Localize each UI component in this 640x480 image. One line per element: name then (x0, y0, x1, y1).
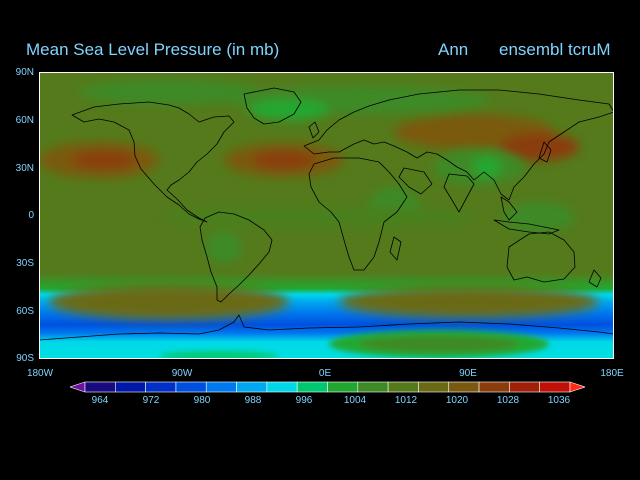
colorbar-swatch (145, 381, 177, 393)
coast-australia (506, 231, 576, 283)
colorbar-label: 972 (142, 395, 160, 406)
coast-new-zealand (588, 269, 602, 288)
colorbar-label: 1028 (496, 395, 520, 406)
colorbar-swatch (387, 381, 419, 393)
coast-north-america (71, 101, 235, 223)
colorbar-swatch (266, 381, 298, 393)
map-frame (39, 72, 614, 359)
colorbar (70, 381, 585, 393)
colorbar-swatch (84, 381, 116, 393)
coast-india (443, 173, 475, 213)
coast-japan (538, 141, 552, 163)
model-label: ensembl tcruM (499, 40, 611, 59)
coastlines (39, 87, 614, 341)
pressure-lows (79, 80, 574, 263)
colorbar-swatch (236, 381, 268, 393)
colorbar-swatch (478, 381, 510, 393)
lon-label-0e: 0E (318, 368, 332, 379)
coast-antarctica (39, 314, 614, 341)
coast-indonesia (493, 219, 560, 235)
colorbar-swatch (327, 381, 359, 393)
colorbar-label: 1020 (445, 395, 469, 406)
colorbar-swatch (539, 381, 571, 393)
colorbar-label: 988 (244, 395, 262, 406)
lat-label-90s: 90S (16, 353, 34, 364)
coast-arabia (398, 167, 433, 195)
coast-europe-asia (303, 89, 614, 201)
colorbar-swatch (296, 381, 328, 393)
lat-label-30n: 30N (15, 163, 34, 174)
colorbar-arrow-left (70, 381, 86, 393)
colorbar-swatch (175, 381, 207, 393)
season-label: Ann (438, 40, 469, 59)
coast-greenland (243, 87, 302, 125)
lon-label-90e: 90E (459, 368, 477, 379)
colorbar-swatch (509, 381, 540, 393)
colorbar-label: 964 (91, 395, 109, 406)
coast-africa (308, 157, 408, 271)
antarctic-high (159, 330, 549, 359)
lat-label-90n: 90N (15, 67, 34, 78)
colorbar-swatch (115, 381, 146, 393)
lat-label-30s: 30S (16, 258, 34, 269)
colorbar-swatch (448, 381, 480, 393)
colorbar-label: 1004 (343, 395, 367, 406)
lon-label-180w: 180W (26, 368, 54, 379)
lat-label-60s: 60S (16, 306, 34, 317)
lon-label-90w: 90W (171, 368, 193, 379)
pressure-highs (39, 114, 599, 320)
lat-label-60n: 60N (15, 115, 34, 126)
coast-southeast-asia (500, 196, 518, 221)
colorbar-swatch (418, 381, 450, 393)
coast-uk (308, 121, 320, 139)
colorbar-label: 1012 (394, 395, 418, 406)
colorbar-label: 1036 (547, 395, 571, 406)
colorbar-label: 980 (193, 395, 211, 406)
colorbar-swatch (205, 381, 237, 393)
coast-madagascar (389, 236, 402, 261)
colorbar-label: 996 (295, 395, 313, 406)
colorbar-swatch (357, 381, 389, 393)
coast-south-america (199, 211, 273, 303)
colorbar-arrow-right (569, 381, 585, 393)
lat-label-0: 0 (28, 210, 34, 221)
map-title: Mean Sea Level Pressure (in mb) (26, 40, 280, 59)
lon-label-180e: 180E (600, 368, 624, 379)
pressure-map (39, 72, 614, 359)
